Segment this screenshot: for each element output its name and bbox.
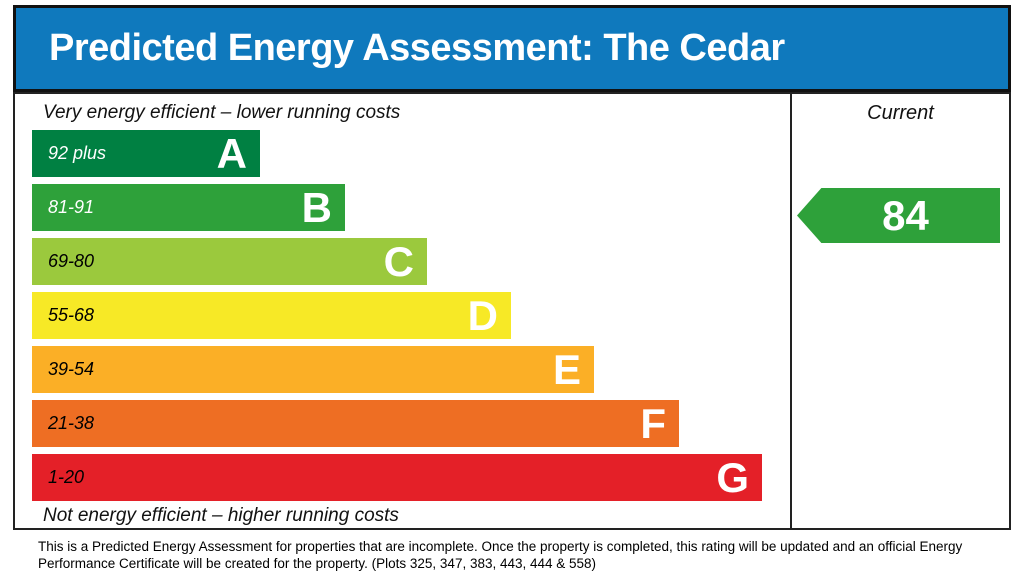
footnote-text: This is a Predicted Energy Assessment fo… [38, 539, 963, 572]
bottom-caption: Not energy efficient – higher running co… [43, 505, 399, 526]
band-letter: A [216, 130, 247, 177]
epc-band-a: 92 plus A [32, 130, 260, 177]
epc-band-b: 81-91 B [32, 184, 345, 231]
band-bar-b: 81-91 B [32, 184, 345, 231]
current-column-label: Current [867, 102, 934, 124]
band-letter: B [301, 184, 332, 231]
band-letter: E [552, 346, 581, 393]
band-range-label: 81-91 [48, 197, 95, 217]
epc-rating-chart: Very energy efficient – lower running co… [13, 92, 1011, 530]
current-rating-value: 84 [882, 191, 929, 239]
epc-band-f: 21-38 F [32, 400, 679, 447]
band-letter: C [383, 238, 414, 285]
certificate-header: Predicted Energy Assessment: The Cedar [13, 5, 1011, 92]
page-title: Predicted Energy Assessment: The Cedar [49, 27, 785, 69]
band-bar-g: 1-20 G [32, 454, 762, 501]
band-letter: D [467, 292, 498, 339]
current-column-divider [790, 94, 792, 528]
band-bar-e: 39-54 E [32, 346, 594, 393]
top-caption: Very energy efficient – lower running co… [43, 102, 401, 123]
epc-band-g: 1-20 G [32, 454, 762, 501]
band-bar-d: 55-68 D [32, 292, 511, 339]
band-range-label: 1-20 [48, 467, 85, 487]
band-bar-a: 92 plus A [32, 130, 260, 177]
band-bar-c: 69-80 C [32, 238, 427, 285]
band-bar-f: 21-38 F [32, 400, 679, 447]
band-range-label: 39-54 [48, 359, 95, 379]
band-letter: G [716, 454, 749, 501]
band-range-label: 21-38 [48, 413, 95, 433]
epc-band-d: 55-68 D [32, 292, 511, 339]
band-range-label: 69-80 [48, 251, 95, 271]
epc-band-e: 39-54 E [32, 346, 594, 393]
band-range-label: 92 plus [48, 143, 107, 163]
epc-band-c: 69-80 C [32, 238, 427, 285]
band-range-label: 55-68 [48, 305, 95, 325]
band-letter: F [640, 400, 666, 447]
current-rating-arrow: 84 [797, 188, 1000, 243]
